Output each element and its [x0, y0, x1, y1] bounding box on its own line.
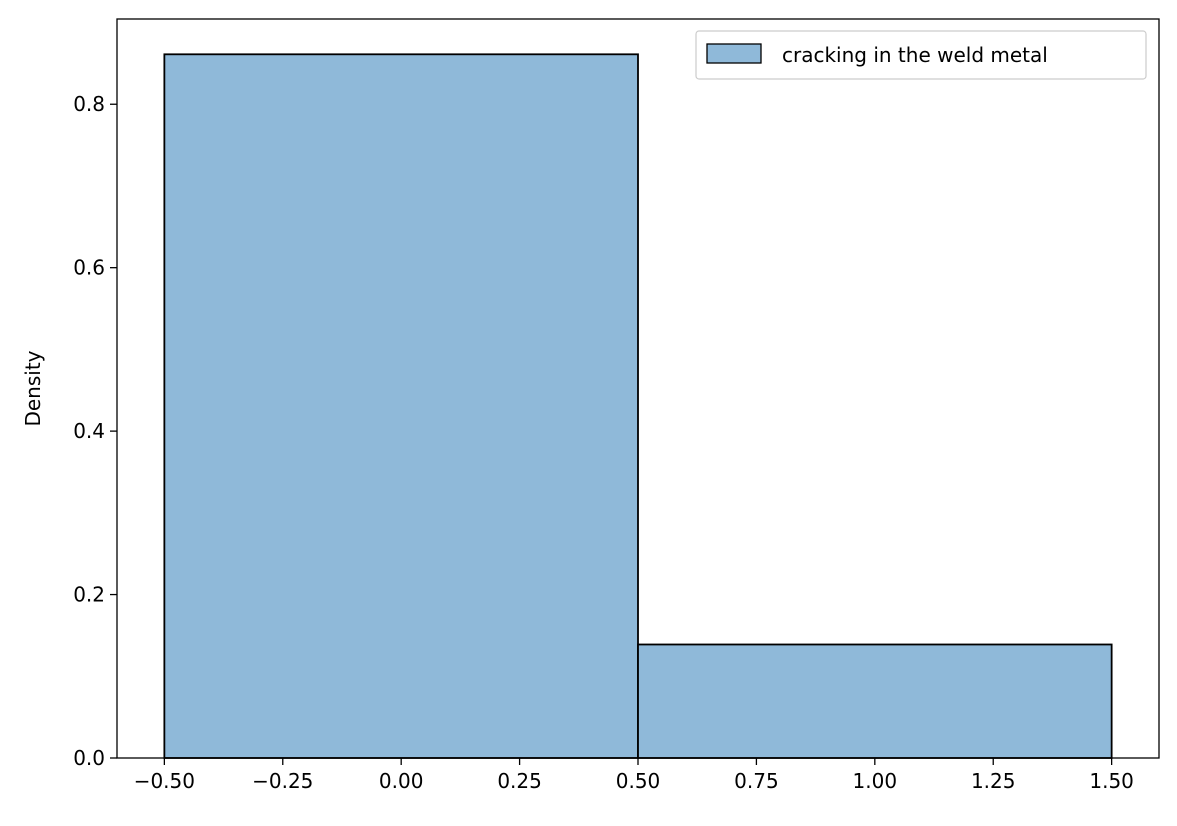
x-tick-label: −0.25 — [252, 769, 313, 793]
y-tick-label: 0.6 — [73, 256, 105, 280]
histogram-bar-2 — [637, 643, 1113, 759]
y-axis: 0.0 0.2 0.4 0.6 0.8 — [73, 92, 117, 770]
legend-label: cracking in the weld metal — [782, 43, 1048, 67]
x-tick-label: 0.50 — [616, 769, 661, 793]
x-axis: −0.50 −0.25 0.00 0.25 0.50 0.75 1.00 1.25 1.50 — [134, 758, 1134, 793]
legend: cracking in the weld metal — [695, 30, 1147, 80]
x-tick-label: 1.25 — [971, 769, 1016, 793]
histogram-bar-1 — [163, 53, 639, 759]
legend-box — [695, 30, 1147, 80]
bars-layer — [163, 53, 1113, 759]
y-tick-label: 0.4 — [73, 419, 105, 443]
x-tick-label: 1.50 — [1089, 769, 1134, 793]
y-axis-label: Density — [21, 350, 45, 426]
x-tick-label: 1.00 — [853, 769, 898, 793]
y-tick-label: 0.0 — [73, 746, 105, 770]
y-tick-label: 0.2 — [73, 583, 105, 607]
x-tick-label: 0.00 — [379, 769, 424, 793]
legend-swatch — [706, 43, 762, 64]
y-tick-label: 0.8 — [73, 92, 105, 116]
x-tick-label: −0.50 — [134, 769, 195, 793]
x-tick-label: 0.75 — [734, 769, 779, 793]
x-tick-label: 0.25 — [497, 769, 542, 793]
